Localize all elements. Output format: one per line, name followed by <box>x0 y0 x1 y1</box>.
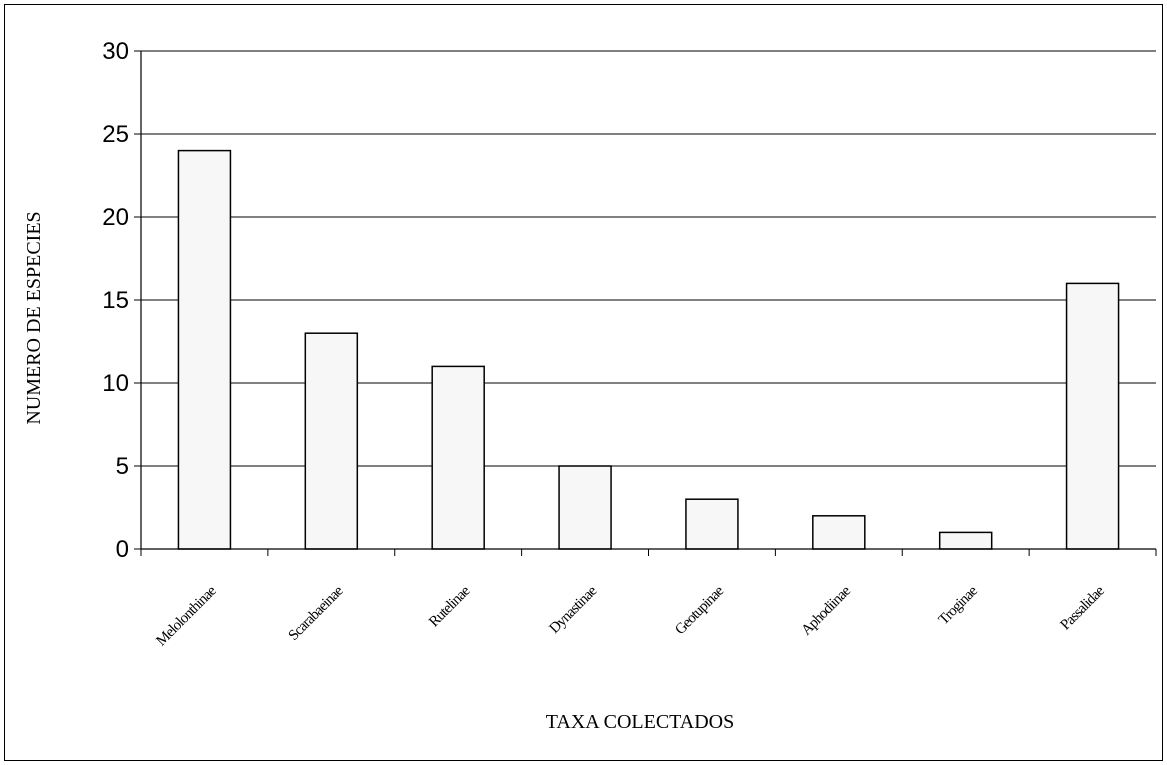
x-tick-label: Dynastinae <box>547 583 601 637</box>
y-tick-label: 10 <box>102 370 129 397</box>
bars <box>177 149 1120 550</box>
y-tick-label: 0 <box>116 536 129 563</box>
x-tick-label: Rutelinae <box>426 583 474 631</box>
x-tick-label: Melolonthinae <box>153 583 220 650</box>
y-tick-label: 5 <box>116 453 129 480</box>
bar-aphodiinae <box>812 515 866 550</box>
axes <box>134 50 1157 556</box>
bar-dynastinae <box>558 465 612 550</box>
y-tick-label: 20 <box>102 204 129 231</box>
y-tick-label: 30 <box>102 38 129 65</box>
x-tick-labels: Melolonthinae Scarabaeinae Rutelinae Dynast… <box>153 583 1108 650</box>
bar-scarabaeinae <box>304 332 359 550</box>
bar-geotupinae <box>685 498 739 550</box>
y-tick-label: 25 <box>102 121 129 148</box>
x-tick-label: Geotupinae <box>672 583 727 638</box>
x-axis-title: TAXA COLECTADOS <box>546 711 734 733</box>
x-tick-label: Aphodiinae <box>798 583 854 639</box>
gridlines <box>141 50 1156 467</box>
y-tick-labels: 0 5 10 15 20 25 30 <box>102 38 129 563</box>
y-tick-label: 15 <box>102 287 129 314</box>
x-tick-label: Scarabaeinae <box>286 583 347 644</box>
x-tick-label: Troginae <box>936 583 982 629</box>
bar-passalidae <box>1065 282 1120 550</box>
bar-troginae <box>938 531 993 550</box>
bar-melolonthinae <box>177 149 232 550</box>
bar-rutelinae <box>431 365 485 550</box>
x-tick-label: Passalidae <box>1058 583 1109 634</box>
y-axis-title: NUMERO DE ESPECIES <box>23 211 45 424</box>
